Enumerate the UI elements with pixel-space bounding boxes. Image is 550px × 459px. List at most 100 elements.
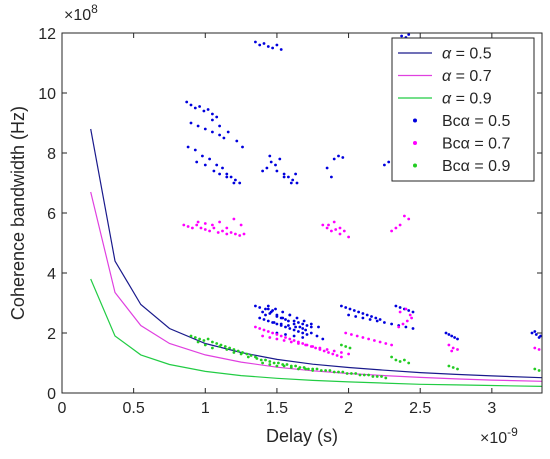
- data-point: [266, 330, 270, 333]
- data-point: [315, 367, 319, 371]
- data-point: [347, 235, 350, 239]
- data-point: [456, 367, 459, 371]
- data-point: [254, 40, 257, 44]
- data-point: [218, 220, 222, 224]
- data-point: [407, 361, 411, 365]
- data-point: [258, 43, 262, 47]
- y-axis: 0 2 4 6 8 10 12: [38, 26, 542, 403]
- data-point: [265, 166, 269, 170]
- data-point: [301, 331, 305, 335]
- data-point: [198, 337, 202, 341]
- data-point: [284, 325, 287, 329]
- data-point: [371, 375, 375, 378]
- data-point: [394, 304, 398, 308]
- data-point: [208, 157, 212, 161]
- data-point: [384, 376, 388, 380]
- data-point: [407, 33, 411, 36]
- data-point: [289, 181, 293, 185]
- data-point: [269, 310, 273, 314]
- data-point: [274, 163, 277, 167]
- data-point: [275, 313, 279, 317]
- data-point: [368, 318, 372, 321]
- y-axis-label: Coherence bandwidth (Hz): [8, 106, 28, 320]
- data-point: [239, 223, 243, 227]
- data-point: [311, 369, 315, 372]
- data-point: [345, 372, 349, 375]
- data-point: [288, 337, 292, 341]
- data-point: [325, 226, 329, 230]
- data-point: [292, 334, 296, 338]
- data-point: [361, 312, 365, 315]
- data-point: [186, 225, 190, 228]
- data-point: [193, 148, 197, 152]
- x-tick-label: 1: [201, 400, 210, 417]
- y-tick-label: 0: [47, 386, 56, 403]
- data-point: [211, 223, 214, 227]
- data-point: [304, 367, 307, 371]
- data-point: [400, 34, 403, 38]
- data-point: [340, 355, 343, 359]
- data-point: [202, 339, 206, 342]
- legend-swatch: [413, 163, 417, 168]
- data-point: [327, 223, 330, 227]
- data-point: [325, 348, 329, 351]
- series-points: [182, 214, 541, 359]
- y-exponent-base: ×10: [64, 7, 91, 24]
- data-point: [321, 337, 325, 341]
- y-tick-label: 8: [47, 146, 56, 163]
- data-point: [282, 172, 286, 176]
- data-point: [234, 232, 237, 236]
- data-point: [348, 346, 352, 350]
- data-point: [282, 339, 286, 342]
- data-point: [324, 369, 327, 372]
- legend-label-prefix: α: [442, 68, 452, 85]
- data-point: [261, 361, 264, 365]
- data-point: [185, 100, 189, 104]
- data-point: [264, 313, 267, 317]
- data-point: [337, 154, 340, 158]
- data-point: [189, 103, 193, 107]
- legend-label: Bcα = 0.5: [442, 113, 511, 130]
- data-point: [304, 328, 307, 332]
- data-point: [203, 222, 207, 225]
- data-point: [275, 43, 279, 47]
- data-point: [211, 118, 214, 122]
- legend-label-value: = 0.5: [451, 46, 492, 63]
- data-point: [292, 322, 296, 326]
- data-point: [328, 369, 332, 372]
- x-tick-label: 0: [58, 400, 67, 417]
- legend-label-value: = 0.9: [451, 91, 492, 108]
- data-point: [294, 172, 297, 176]
- data-point: [259, 358, 263, 362]
- data-point: [195, 160, 199, 164]
- data-point: [314, 346, 317, 350]
- data-point: [228, 346, 232, 350]
- series-line: [90, 278, 542, 387]
- data-point: [301, 327, 305, 330]
- data-point: [199, 226, 203, 230]
- data-point: [362, 373, 366, 377]
- data-point: [258, 327, 262, 330]
- data-point: [262, 318, 266, 321]
- data-point: [258, 316, 262, 320]
- data-point: [309, 325, 313, 329]
- data-point: [202, 109, 206, 113]
- data-point: [272, 321, 276, 324]
- data-point: [266, 45, 270, 48]
- data-point: [292, 328, 296, 332]
- data-point: [287, 324, 290, 327]
- data-point: [408, 313, 412, 317]
- data-point: [289, 340, 293, 344]
- data-point: [203, 228, 207, 231]
- data-point: [195, 223, 199, 227]
- data-point: [340, 304, 343, 308]
- data-point: [215, 115, 219, 119]
- data-point: [537, 336, 541, 339]
- data-point: [232, 181, 236, 185]
- data-point: [232, 348, 236, 351]
- legend-label-value: = 0.9: [470, 158, 511, 175]
- data-point: [338, 226, 342, 230]
- y-tick-label: 4: [47, 266, 56, 283]
- data-point: [322, 349, 326, 353]
- data-point: [361, 316, 365, 320]
